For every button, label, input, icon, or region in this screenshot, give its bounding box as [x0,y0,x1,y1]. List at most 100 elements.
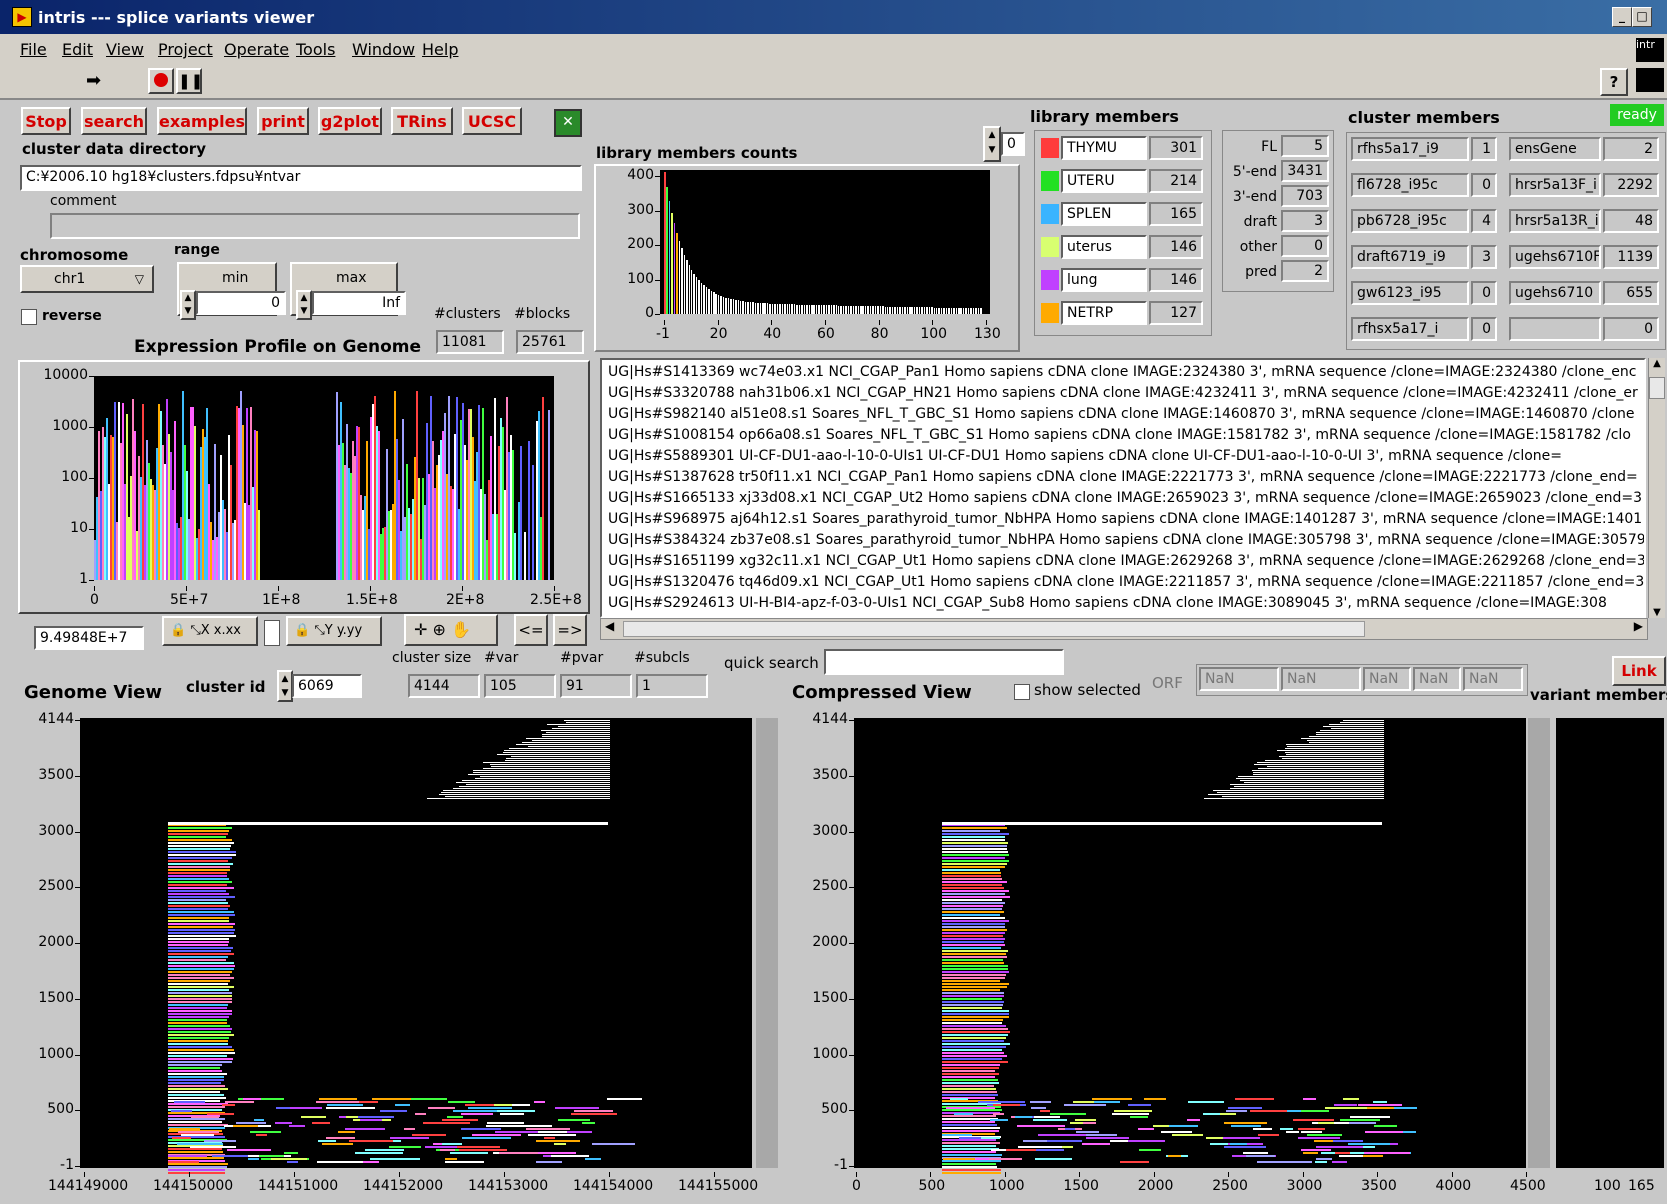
sequence-list-item[interactable]: UG|Hs#S968975 aj64h12.s1 Soares_parathyr… [608,511,1643,527]
scroll-right-icon[interactable]: ▶ [1633,619,1643,633]
x-tick-label: 0 [90,592,99,608]
scroll-down-icon[interactable]: ▼ [1653,607,1661,618]
library-member-row[interactable]: SPLEN 165 [1039,201,1205,227]
x-scale-tools[interactable]: 🔒 ⤡X x.xx [162,616,258,646]
graph-palette[interactable]: ✛ ⊕ ✋ [404,614,498,646]
menu-project[interactable]: Project [158,40,213,59]
y-tick-mark [89,376,94,377]
minimize-button[interactable]: _ [1612,7,1632,27]
library-index[interactable]: 0 [1001,132,1025,156]
show-selected-checkbox[interactable] [1014,684,1030,700]
ucsc-button[interactable]: UCSC [462,107,522,135]
read-stripe [1223,1122,1267,1124]
range-min-input[interactable]: 0 [196,291,286,315]
stop-button[interactable]: Stop [21,107,71,135]
library-member-row[interactable]: UTERU 214 [1039,168,1205,194]
expression-bar [458,508,460,580]
read-stripe [190,1116,219,1118]
variant-members-plot[interactable] [1556,718,1664,1168]
sequence-list-item[interactable]: UG|Hs#S3320788 nah31b06.x1 NCI_CGAP_HN21… [608,385,1638,401]
run-arrow-icon[interactable]: ➡ [86,70,102,91]
sequence-list[interactable]: UG|Hs#S1413369 wc74e03.x1 NCI_CGAP_Pan1 … [600,358,1646,618]
excel-icon[interactable]: ✕ [554,109,582,137]
sequence-list-item[interactable]: UG|Hs#S1413369 wc74e03.x1 NCI_CGAP_Pan1 … [608,364,1637,380]
library-index-spinner[interactable]: ▲ ▼ [983,126,1001,162]
genome-view-scroll[interactable] [756,718,778,1168]
read-stripe [168,1148,223,1150]
read-stripe [942,836,1006,838]
sequence-list-item[interactable]: UG|Hs#S2924613 UI-H-BI4-apz-f-03-0-UIs1 … [608,595,1607,611]
compressed-view-scroll[interactable] [1528,718,1550,1168]
cluster-size: 4144 [408,674,480,698]
read-stripe [1130,1116,1148,1118]
expression-toggle[interactable] [264,620,280,646]
menu-operate[interactable]: Operate [224,40,290,59]
help-icon[interactable]: ? [1600,68,1628,96]
compressed-view-plot[interactable] [854,718,1526,1174]
sequence-list-item[interactable]: UG|Hs#S982140 al51e08.s1 Soares_NFL_T_GB… [608,406,1635,422]
read-stripe [168,866,231,868]
sequence-list-vscroll[interactable]: ▲ ▼ [1648,358,1665,618]
scroll-thumb[interactable] [1649,377,1665,399]
library-count-bar [867,306,869,314]
read-stripe [1253,764,1384,765]
comment-field[interactable] [50,213,580,239]
nav-left-button[interactable]: <= [514,614,548,646]
scroll-left-icon[interactable]: ◀ [605,619,615,633]
quick-search-input[interactable] [824,649,1064,675]
cluster-member-name: fl6728_i95c [1351,173,1469,197]
expression-bar [118,401,120,580]
range-max-spinner[interactable]: ▲ ▼ [296,290,312,320]
hscroll-thumb[interactable] [623,621,1365,637]
library-member-row[interactable]: NETRP 127 [1039,300,1205,326]
library-member-row[interactable]: THYMU 301 [1039,135,1205,161]
g2plot-button[interactable]: g2plot [318,107,382,135]
cluster-dir-input[interactable]: C:¥2006.10 hg18¥clusters.fdpsu¥ntvar [20,165,582,191]
sequence-list-item[interactable]: UG|Hs#S1665133 xj33d08.x1 NCI_CGAP_Ut2 H… [608,490,1643,506]
cluster-id-spinner[interactable]: ▲ ▼ [277,670,293,702]
genome-view-plot[interactable] [80,718,752,1174]
expression-bar [382,527,384,580]
sequence-list-item[interactable]: UG|Hs#S1320476 tq46d09.x1 NCI_CGAP_Ut1 H… [608,574,1645,590]
reverse-checkbox[interactable] [21,309,37,325]
cluster-id-input[interactable]: 6069 [292,674,362,698]
read-stripe [465,1104,494,1106]
sequence-list-item[interactable]: UG|Hs#S1651199 xg32c11.x1 NCI_CGAP_Ut1 H… [608,553,1646,569]
trins-button[interactable]: TRins [391,107,453,135]
library-count-bar [708,289,710,314]
chromosome-select[interactable]: chr1 ▽ [20,265,154,293]
library-member-row[interactable]: lung 146 [1039,267,1205,293]
expression-bar [230,465,232,580]
x-tick-mark [186,586,187,591]
y-scale-tools[interactable]: 🔒 ⤡Y y.yy [286,616,382,646]
read-stripe [1315,734,1384,735]
sequence-list-item[interactable]: UG|Hs#S1008154 op66a08.s1 Soares_NFL_T_G… [608,427,1631,443]
scroll-up-icon[interactable]: ▲ [1653,358,1661,369]
library-count-bar [977,308,980,314]
menu-edit[interactable]: Edit [62,40,93,59]
menu-tools[interactable]: Tools [296,40,336,59]
nav-right-button[interactable]: => [553,614,587,646]
library-member-row[interactable]: uterus 146 [1039,234,1205,260]
search-button[interactable]: search [81,107,147,135]
link-button[interactable]: Link [1612,656,1666,686]
expression-bar [476,451,478,580]
pause-button[interactable]: ❚❚ [176,68,203,94]
expression-bar [256,431,258,580]
range-min-spinner[interactable]: ▲ ▼ [180,290,196,320]
menu-window[interactable]: Window [352,40,416,59]
menu-view[interactable]: View [106,40,144,59]
read-stripe [168,1172,226,1174]
menu-help[interactable]: Help [422,40,459,59]
maximize-button[interactable]: □ [1632,7,1652,27]
examples-button[interactable]: examples [157,107,247,135]
sequence-list-item[interactable]: UG|Hs#S1387628 tr50f11.x1 NCI_CGAP_Pan1 … [608,469,1638,485]
sequence-list-item[interactable]: UG|Hs#S5889301 UI-CF-DU1-aao-l-10-0-UIs1… [608,448,1563,464]
sequence-list-hscroll[interactable]: ◀ ▶ [600,618,1648,640]
menu-file[interactable]: File [20,40,47,59]
sequence-list-item[interactable]: UG|Hs#S384324 zb37e08.s1 Soares_parathyr… [608,532,1646,548]
read-stripe [168,1016,230,1018]
print-button[interactable]: print [257,107,309,135]
abort-button[interactable] [148,68,174,94]
range-max-input[interactable]: Inf [312,291,406,315]
